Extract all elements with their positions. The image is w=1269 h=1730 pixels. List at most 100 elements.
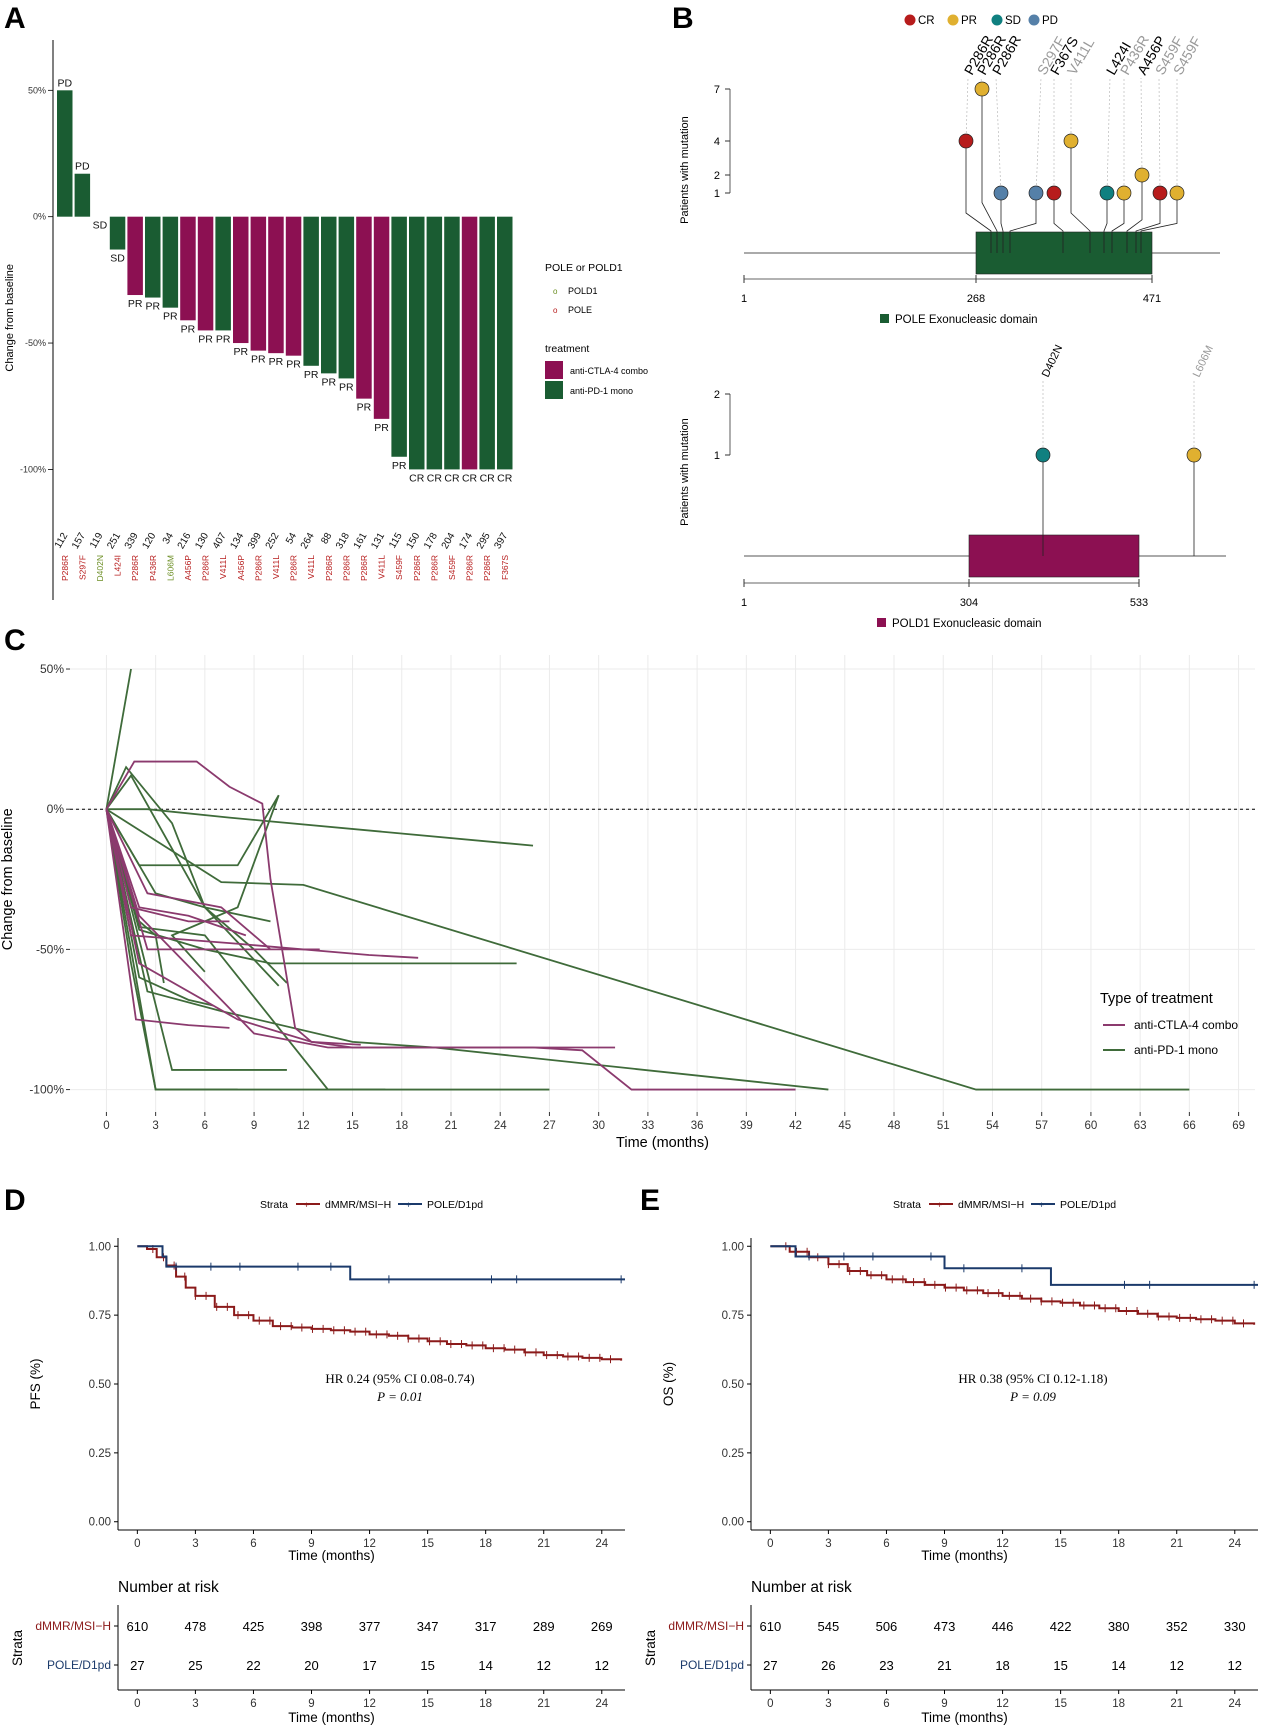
x-tick-label: 6 xyxy=(202,1120,208,1132)
risk-table-cell: 473 xyxy=(934,1619,956,1634)
bar-category-label: 251 xyxy=(105,531,123,551)
bar-mutation-label: A456P xyxy=(183,555,193,581)
risk-table-cell: 14 xyxy=(478,1658,492,1673)
legend-key-marker: + xyxy=(406,1200,411,1210)
p-annotation: P = 0.09 xyxy=(1009,1389,1056,1404)
bar-response-label: PR xyxy=(374,422,389,434)
bar-mutation-label: P286R xyxy=(60,555,70,581)
risk-table-cell: 380 xyxy=(1108,1619,1130,1634)
domain-box xyxy=(968,534,1140,578)
series-line-mono xyxy=(106,808,534,847)
lollipop-stem xyxy=(1000,193,1004,253)
bar xyxy=(109,216,126,250)
panel-letter-a: A xyxy=(4,2,26,35)
lollipop-label: D402N xyxy=(1040,343,1065,379)
y-tick-label: 2 xyxy=(714,170,720,182)
x-tick-label: 9 xyxy=(308,1698,314,1710)
legend-item: POLE/D1pd xyxy=(427,1199,483,1211)
bar xyxy=(145,216,161,298)
bar-response-label: PR xyxy=(357,402,372,414)
bar-mutation-label: V411L xyxy=(218,555,228,579)
y-tick-label: 0% xyxy=(33,212,46,222)
x-tick-label: 24 xyxy=(595,1538,608,1550)
x-tick-label: 15 xyxy=(346,1120,359,1132)
lollipop-head xyxy=(1152,185,1168,201)
x-tick-label: 304 xyxy=(960,597,978,609)
bar-response-label: PR xyxy=(339,381,354,393)
panel-letter-b: B xyxy=(672,2,694,35)
risk-table-cell: 18 xyxy=(995,1658,1009,1673)
lollipop-head xyxy=(1028,185,1044,201)
bar-category-label: 115 xyxy=(387,531,405,551)
km-curve-dmmr xyxy=(137,1245,623,1361)
bar xyxy=(250,216,267,351)
x-tick-label: 21 xyxy=(537,1698,550,1710)
lollipop-head xyxy=(1063,133,1079,149)
risk-table-cell: 545 xyxy=(818,1619,840,1634)
risk-table-row-label: POLE/D1pd xyxy=(680,1658,744,1672)
bar-mutation-label: S297F xyxy=(77,555,87,580)
x-tick-label: 533 xyxy=(1130,597,1148,609)
bar-category-label: 174 xyxy=(457,531,475,551)
lollipop-leader xyxy=(1035,77,1042,194)
y-tick-label: 1 xyxy=(714,450,720,462)
legend-response-label: PR xyxy=(961,15,977,27)
lollipop-leader xyxy=(995,77,1002,194)
risk-table-cell: 25 xyxy=(188,1658,202,1673)
x-tick-label: 9 xyxy=(941,1538,947,1550)
risk-table-cell: 12 xyxy=(536,1658,550,1673)
risk-table-cell: 398 xyxy=(301,1619,323,1634)
series-line-combo xyxy=(105,808,320,951)
y-tick-label: 4 xyxy=(714,136,720,148)
legend-gene-item: POLE xyxy=(568,305,592,315)
bar-mutation-label: S459F xyxy=(447,555,457,580)
legend-response-key xyxy=(904,14,916,26)
bar xyxy=(461,216,478,470)
bar-mutation-label: P286R xyxy=(324,555,334,581)
p-annotation: P = 0.01 xyxy=(376,1389,423,1404)
bar xyxy=(215,216,231,331)
bar xyxy=(391,216,407,457)
y-axis-title: Change from baseline xyxy=(0,808,16,950)
km-curve-pole xyxy=(137,1245,625,1281)
bar xyxy=(162,216,179,308)
risk-table-cell: 14 xyxy=(1111,1658,1125,1673)
x-tick-label: 39 xyxy=(740,1120,753,1132)
series-line-combo xyxy=(105,808,796,1091)
lollipop-stem xyxy=(1070,141,1091,253)
bar-category-label: 120 xyxy=(140,531,158,551)
lollipop-head xyxy=(1099,185,1115,201)
legend-response-key xyxy=(991,14,1003,26)
x-tick-label: 24 xyxy=(494,1120,507,1132)
legend-item: dMMR/MSI−H xyxy=(958,1199,1024,1211)
y-axis-title: Patients with mutation xyxy=(679,418,691,526)
bar-mutation-label: F367S xyxy=(500,555,510,580)
x-tick-label: 21 xyxy=(537,1538,550,1550)
bar xyxy=(74,173,91,217)
bar-response-label: SD xyxy=(110,253,125,265)
bar-category-label: 34 xyxy=(161,531,176,547)
bar-mutation-label: A456P xyxy=(236,555,246,581)
x-tick-label: 51 xyxy=(937,1120,950,1132)
risk-table-cell: 377 xyxy=(359,1619,381,1634)
x-tick-label: 0 xyxy=(134,1538,140,1550)
lollipop-stem xyxy=(981,89,998,253)
x-tick-label: 0 xyxy=(767,1698,773,1710)
risk-table-cell: 506 xyxy=(876,1619,898,1634)
bar-response-label: PR xyxy=(181,323,196,335)
risk-table-title: Number at risk xyxy=(751,1579,852,1596)
x-tick-label: 15 xyxy=(421,1698,434,1710)
lollipop-stem xyxy=(1053,193,1064,253)
x-tick-label: 18 xyxy=(1112,1698,1125,1710)
x-tick-label: 30 xyxy=(592,1120,605,1132)
x-tick-label: 6 xyxy=(250,1698,256,1710)
x-tick-label: 18 xyxy=(479,1698,492,1710)
risk-table-cell: 478 xyxy=(185,1619,207,1634)
risk-table-cell: 289 xyxy=(533,1619,555,1634)
legend-response-label: CR xyxy=(918,15,935,27)
x-tick-label: 21 xyxy=(445,1120,458,1132)
domain-box xyxy=(975,231,1153,275)
x-tick-label: 12 xyxy=(996,1538,1009,1550)
bar-category-label: 264 xyxy=(299,531,317,551)
